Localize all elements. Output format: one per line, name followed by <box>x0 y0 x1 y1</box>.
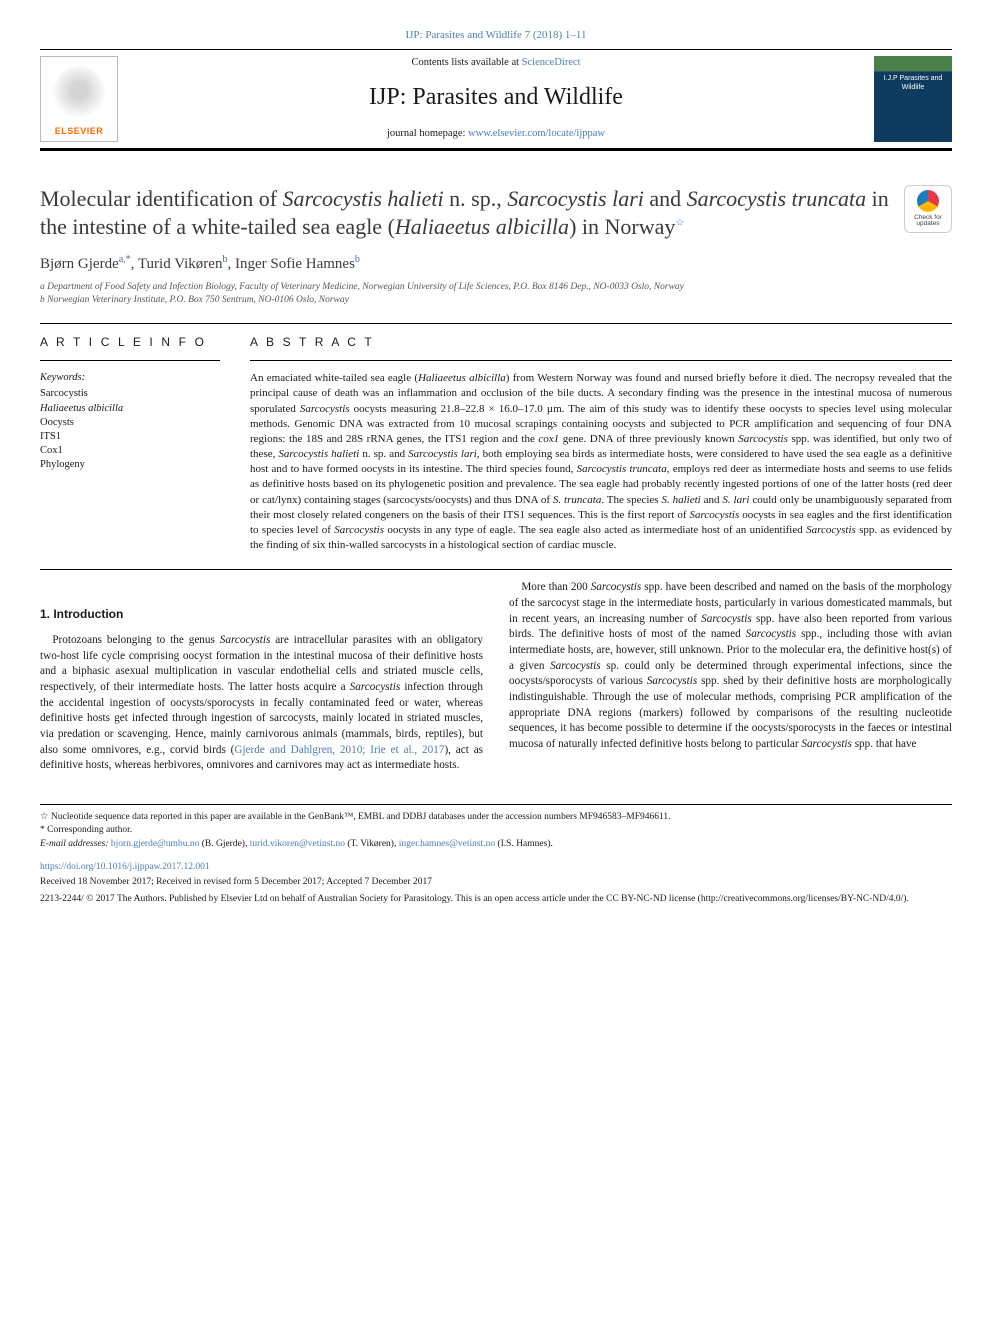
journal-cover-thumbnail: I.J.P Parasites and Wildlife <box>874 56 952 142</box>
divider <box>40 360 220 361</box>
doi-line: https://doi.org/10.1016/j.ijppaw.2017.12… <box>40 861 952 874</box>
emails-list: bjorn.gjerde@nmbu.no (B. Gjerde), turid.… <box>111 839 553 849</box>
received-line: Received 18 November 2017; Received in r… <box>40 876 952 889</box>
divider <box>40 569 952 570</box>
authors: Bjørn Gjerdea,*, Turid Vikørenb, Inger S… <box>40 253 952 274</box>
copyright-line: 2213-2244/ © 2017 The Authors. Published… <box>40 893 952 906</box>
keywords-list: Sarcocystis Haliaeetus albicilla Oocysts… <box>40 387 220 472</box>
divider <box>40 323 952 324</box>
keyword: Phylogeny <box>40 458 220 472</box>
homepage-link[interactable]: www.elsevier.com/locate/ijppaw <box>468 128 605 139</box>
intro-paragraph-2: More than 200 Sarcocystis spp. have been… <box>509 580 952 752</box>
masthead: ELSEVIER Contents lists available at Sci… <box>40 49 952 151</box>
homepage-prefix: journal homepage: <box>387 128 468 139</box>
keyword: Cox1 <box>40 444 220 458</box>
intro-paragraph-1: Protozoans belonging to the genus Sarcoc… <box>40 633 483 774</box>
article-info-head: A R T I C L E I N F O <box>40 334 220 350</box>
masthead-center: Contents lists available at ScienceDirec… <box>136 56 856 141</box>
crossmark-icon <box>917 190 939 212</box>
abstract-head: A B S T R A C T <box>250 334 952 350</box>
affiliations: a Department of Food Safety and Infectio… <box>40 281 952 307</box>
doi-link[interactable]: https://doi.org/10.1016/j.ijppaw.2017.12… <box>40 862 210 872</box>
footnotes: ☆ Nucleotide sequence data reported in t… <box>40 804 952 905</box>
abstract-column: A B S T R A C T An emaciated white-taile… <box>250 334 952 553</box>
introduction-head: 1. Introduction <box>40 606 483 623</box>
journal-cover-text: I.J.P Parasites and Wildlife <box>874 74 952 93</box>
contents-line: Contents lists available at ScienceDirec… <box>136 56 856 70</box>
footnote-corresponding: * Corresponding author. <box>40 824 952 837</box>
abstract-text: An emaciated white-tailed sea eagle (Hal… <box>250 371 952 553</box>
keyword: ITS1 <box>40 430 220 444</box>
contents-prefix: Contents lists available at <box>411 57 521 68</box>
body-two-column: 1. Introduction Protozoans belonging to … <box>40 580 952 774</box>
keyword: Haliaeetus albicilla <box>40 402 220 416</box>
journal-reference: IJP: Parasites and Wildlife 7 (2018) 1–1… <box>40 28 952 43</box>
keywords-head: Keywords: <box>40 371 220 385</box>
elsevier-logo: ELSEVIER <box>40 56 118 142</box>
journal-title: IJP: Parasites and Wildlife <box>136 81 856 113</box>
crossmark-badge[interactable]: Check for updates <box>904 185 952 233</box>
keyword: Sarcocystis <box>40 387 220 401</box>
affiliation-a: a Department of Food Safety and Infectio… <box>40 281 952 294</box>
elsevier-brand-text: ELSEVIER <box>55 125 104 137</box>
article-title: Molecular identification of Sarcocystis … <box>40 185 890 241</box>
homepage-line: journal homepage: www.elsevier.com/locat… <box>136 127 856 141</box>
crossmark-label: Check for updates <box>908 215 948 229</box>
footnote-emails: E-mail addresses: bjorn.gjerde@nmbu.no (… <box>40 838 952 851</box>
elsevier-tree-icon <box>53 66 105 121</box>
article-info-sidebar: A R T I C L E I N F O Keywords: Sarcocys… <box>40 334 220 553</box>
sciencedirect-link[interactable]: ScienceDirect <box>522 57 581 68</box>
footnote-star: ☆ Nucleotide sequence data reported in t… <box>40 811 952 824</box>
divider <box>250 360 952 361</box>
affiliation-b: b Norwegian Veterinary Institute, P.O. B… <box>40 294 952 307</box>
keyword: Oocysts <box>40 416 220 430</box>
emails-prefix: E-mail addresses: <box>40 839 111 849</box>
